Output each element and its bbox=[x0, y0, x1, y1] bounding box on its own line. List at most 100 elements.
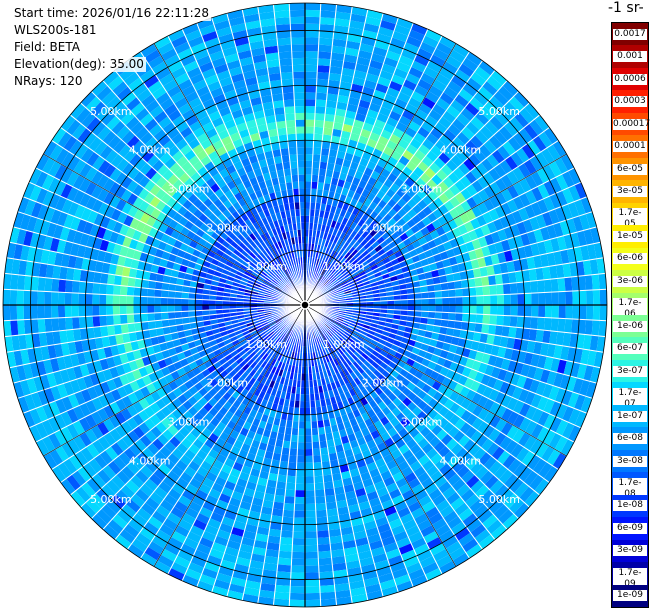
ray-gate bbox=[334, 271, 341, 278]
ray-gate bbox=[265, 315, 273, 320]
ray-gate bbox=[250, 161, 261, 171]
ray-gate bbox=[26, 377, 38, 395]
ray-gate bbox=[506, 425, 519, 440]
ray-gate bbox=[317, 336, 322, 344]
ray-gate bbox=[329, 184, 337, 193]
ray-segments bbox=[3, 3, 607, 607]
ray-gate bbox=[327, 338, 334, 346]
ray-gate bbox=[322, 474, 333, 483]
ray-gate bbox=[383, 123, 396, 134]
ray-gate bbox=[544, 292, 553, 305]
ray-gate bbox=[285, 357, 291, 365]
ray-gate bbox=[506, 170, 519, 185]
ray-gate bbox=[267, 318, 275, 324]
ray-gate bbox=[490, 294, 498, 305]
ray-gate bbox=[561, 422, 575, 439]
ray-gate bbox=[453, 215, 465, 228]
ray-gate bbox=[112, 80, 128, 96]
ray-gate bbox=[311, 434, 320, 443]
ray-gate bbox=[52, 330, 61, 345]
ray-gate bbox=[580, 196, 593, 214]
ray-gate bbox=[320, 591, 336, 600]
ray-gate bbox=[362, 478, 374, 488]
ray-gate bbox=[433, 401, 444, 413]
ray-gate bbox=[71, 470, 87, 487]
ray-gate bbox=[300, 380, 305, 388]
ray-gate bbox=[437, 333, 446, 343]
ray-gate bbox=[330, 360, 337, 368]
ray-gate bbox=[484, 474, 499, 490]
ray-gate bbox=[376, 486, 389, 498]
ray-gate bbox=[323, 270, 330, 278]
ray-gate bbox=[395, 121, 408, 133]
ray-gate bbox=[148, 123, 163, 137]
ray-gate bbox=[314, 113, 326, 121]
ray-gate bbox=[435, 42, 453, 56]
ray-gate bbox=[153, 128, 167, 142]
ray-gate bbox=[324, 254, 330, 263]
ray-gate bbox=[175, 284, 183, 293]
ray-gate bbox=[154, 351, 165, 362]
ray-gate bbox=[332, 562, 347, 572]
ray-gate bbox=[360, 471, 372, 482]
ray-gate bbox=[531, 305, 539, 318]
ray-gate bbox=[205, 227, 215, 237]
ray-gate bbox=[475, 313, 484, 324]
ray-gate bbox=[348, 346, 357, 354]
ray-gate bbox=[243, 301, 251, 305]
ray-gate bbox=[115, 333, 124, 345]
ray-gate bbox=[420, 285, 428, 293]
ray-gate bbox=[204, 524, 219, 536]
ray-gate bbox=[512, 399, 525, 415]
ray-gate bbox=[494, 110, 510, 126]
ray-gate bbox=[305, 524, 317, 532]
ray-gate bbox=[309, 215, 315, 224]
ray-gate bbox=[126, 461, 140, 475]
ray-gate bbox=[182, 323, 191, 331]
ray-gate bbox=[263, 492, 275, 502]
ray-gate bbox=[483, 411, 496, 425]
ray-gate bbox=[246, 243, 255, 252]
ray-gate bbox=[414, 513, 429, 526]
ray-gate bbox=[319, 23, 335, 32]
ray-gate bbox=[270, 459, 281, 468]
ray-gate bbox=[506, 199, 519, 213]
ray-gate bbox=[131, 139, 145, 154]
ray-gate bbox=[342, 123, 353, 133]
ray-gate bbox=[335, 372, 343, 381]
ray-gate bbox=[432, 493, 447, 507]
ray-gate bbox=[291, 558, 305, 566]
ray-gate bbox=[204, 161, 216, 172]
ray-gate bbox=[305, 57, 318, 66]
ray-gate bbox=[35, 438, 50, 456]
ray-gate bbox=[262, 569, 278, 579]
ray-gate bbox=[275, 274, 283, 281]
ray-gate bbox=[272, 314, 280, 319]
ray-gate bbox=[248, 350, 257, 359]
ray-gate bbox=[88, 259, 97, 272]
ray-gate bbox=[448, 312, 456, 321]
ray-gate bbox=[364, 336, 373, 343]
ray-gate bbox=[321, 277, 327, 284]
ray-gate bbox=[181, 84, 196, 97]
ray-gate bbox=[470, 217, 481, 230]
ray-gate bbox=[229, 468, 242, 479]
ray-gate bbox=[391, 104, 405, 116]
ray-gate bbox=[368, 59, 384, 71]
ray-gate bbox=[116, 211, 128, 225]
ray-gate bbox=[354, 430, 364, 440]
ray-gate bbox=[74, 204, 86, 219]
ray-gate bbox=[311, 167, 320, 176]
ray-gate bbox=[332, 251, 339, 259]
ray-gate bbox=[312, 448, 321, 456]
ray-gate bbox=[110, 100, 126, 116]
ray-gate bbox=[215, 300, 223, 305]
ray-gate bbox=[352, 76, 366, 87]
ray-gate bbox=[435, 297, 443, 305]
ray-gate bbox=[450, 336, 460, 346]
ray-gate bbox=[421, 305, 429, 312]
ray-gate bbox=[274, 352, 281, 361]
ray-gate bbox=[66, 329, 75, 343]
ray-gate bbox=[87, 210, 99, 224]
ray-gate bbox=[74, 143, 89, 160]
